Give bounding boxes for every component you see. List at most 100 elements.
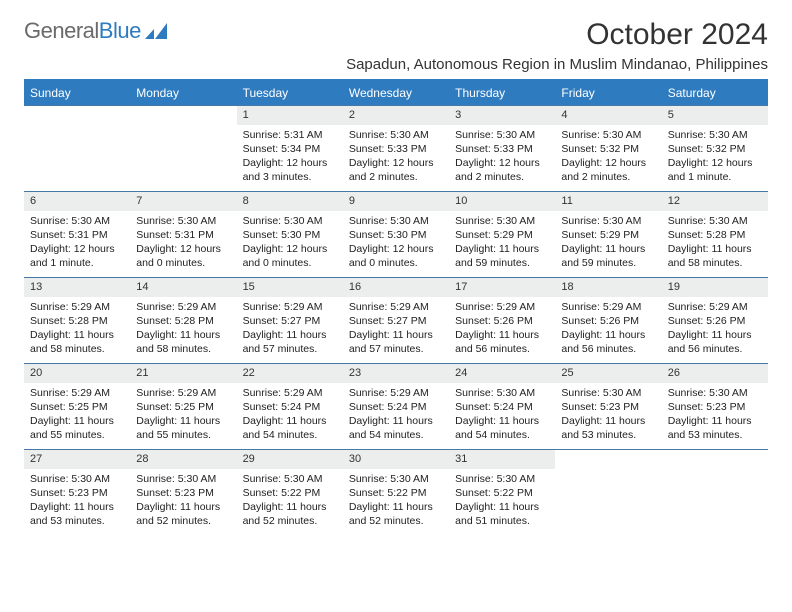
calendar-cell: 4Sunrise: 5:30 AMSunset: 5:32 PMDaylight… — [555, 105, 661, 191]
daylight-line: Daylight: 11 hours and 54 minutes. — [455, 414, 549, 442]
calendar-cell: 26Sunrise: 5:30 AMSunset: 5:23 PMDayligh… — [662, 363, 768, 449]
cell-body: Sunrise: 5:30 AMSunset: 5:23 PMDaylight:… — [24, 469, 130, 534]
day-number: 7 — [130, 192, 236, 211]
sunset-line: Sunset: 5:33 PM — [455, 142, 549, 156]
day-number: 26 — [662, 364, 768, 383]
sunrise-line: Sunrise: 5:30 AM — [136, 472, 230, 486]
calendar-cell: 14Sunrise: 5:29 AMSunset: 5:28 PMDayligh… — [130, 277, 236, 363]
sunrise-line: Sunrise: 5:29 AM — [349, 386, 443, 400]
daylight-line: Daylight: 12 hours and 1 minute. — [30, 242, 124, 270]
sunrise-line: Sunrise: 5:30 AM — [668, 214, 762, 228]
calendar-cell: 20 Sunrise: 5:29 AMSunset: 5:25 PMDayligh… — [24, 363, 130, 449]
day-number: 21 — [130, 364, 236, 383]
logo-text-gray: General — [24, 18, 99, 43]
cell-body: Sunrise: 5:29 AMSunset: 5:27 PMDaylight:… — [237, 297, 343, 362]
logo: GeneralBlue — [24, 18, 167, 44]
sunset-line: Sunset: 5:25 PM — [136, 400, 230, 414]
day-number: 24 — [449, 364, 555, 383]
sunrise-line: Sunrise: 5:29 AM — [136, 386, 230, 400]
sunset-line: Sunset: 5:24 PM — [455, 400, 549, 414]
calendar-cell: 13Sunrise: 5:29 AMSunset: 5:28 PMDayligh… — [24, 277, 130, 363]
sunset-line: Sunset: 5:33 PM — [349, 142, 443, 156]
day-number: 8 — [237, 192, 343, 211]
daylight-line: Daylight: 11 hours and 55 minutes. — [30, 414, 124, 442]
calendar-cell: 28Sunrise: 5:30 AMSunset: 5:23 PMDayligh… — [130, 449, 236, 535]
cell-body: Sunrise: 5:30 AMSunset: 5:31 PMDaylight:… — [24, 211, 130, 276]
sunset-line: Sunset: 5:32 PM — [561, 142, 655, 156]
cell-body: Sunrise: 5:29 AMSunset: 5:27 PMDaylight:… — [343, 297, 449, 362]
sunset-line: Sunset: 5:23 PM — [136, 486, 230, 500]
cell-body: Sunrise: 5:29 AMSunset: 5:24 PMDaylight:… — [237, 383, 343, 448]
calendar-cell: 11 Sunrise: 5:30 AMSunset: 5:29 PMDayligh… — [555, 191, 661, 277]
daylight-line: Daylight: 11 hours and 52 minutes. — [136, 500, 230, 528]
daylight-line: Daylight: 11 hours and 51 minutes. — [455, 500, 549, 528]
daylight-line: Daylight: 11 hours and 53 minutes. — [668, 414, 762, 442]
dow-header: Wednesday — [343, 81, 449, 105]
daylight-line: Daylight: 12 hours and 2 minutes. — [561, 156, 655, 184]
cell-body: Sunrise: 5:30 AMSunset: 5:33 PMDaylight:… — [343, 125, 449, 190]
daylight-line: Daylight: 12 hours and 0 minutes. — [243, 242, 337, 270]
day-number: 17 — [449, 278, 555, 297]
cell-body: Sunrise: 5:29 AMSunset: 5:28 PMDaylight:… — [130, 297, 236, 362]
day-number: 20 — [24, 364, 130, 383]
day-number: 5 — [662, 106, 768, 125]
day-number: 13 — [24, 278, 130, 297]
cell-body: Sunrise: 5:30 AMSunset: 5:22 PMDaylight:… — [237, 469, 343, 534]
day-number: 2 — [343, 106, 449, 125]
sunset-line: Sunset: 5:25 PM — [30, 400, 124, 414]
sunset-line: Sunset: 5:28 PM — [30, 314, 124, 328]
sunset-line: Sunset: 5:29 PM — [455, 228, 549, 242]
sunrise-line: Sunrise: 5:30 AM — [136, 214, 230, 228]
sunset-line: Sunset: 5:29 PM — [561, 228, 655, 242]
sunset-line: Sunset: 5:30 PM — [349, 228, 443, 242]
sunrise-line: Sunrise: 5:29 AM — [30, 386, 124, 400]
sunset-line: Sunset: 5:22 PM — [243, 486, 337, 500]
cell-body: Sunrise: 5:30 AMSunset: 5:23 PMDaylight:… — [555, 383, 661, 448]
sunset-line: Sunset: 5:23 PM — [561, 400, 655, 414]
day-number: 14 — [130, 278, 236, 297]
sunset-line: Sunset: 5:28 PM — [668, 228, 762, 242]
calendar-cell: 18Sunrise: 5:29 AMSunset: 5:26 PMDayligh… — [555, 277, 661, 363]
calendar-cell: 3Sunrise: 5:30 AMSunset: 5:33 PMDaylight… — [449, 105, 555, 191]
day-number: 11 — [555, 192, 661, 211]
sunrise-line: Sunrise: 5:29 AM — [561, 300, 655, 314]
sunset-line: Sunset: 5:23 PM — [30, 486, 124, 500]
cell-body: Sunrise: 5:30 AMSunset: 5:30 PMDaylight:… — [237, 211, 343, 276]
daylight-line: Daylight: 11 hours and 58 minutes. — [136, 328, 230, 356]
sunset-line: Sunset: 5:22 PM — [455, 486, 549, 500]
daylight-line: Daylight: 11 hours and 57 minutes. — [349, 328, 443, 356]
day-number: 16 — [343, 278, 449, 297]
daylight-line: Daylight: 11 hours and 58 minutes. — [30, 328, 124, 356]
sunrise-line: Sunrise: 5:30 AM — [243, 214, 337, 228]
day-number: 1 — [237, 106, 343, 125]
daylight-line: Daylight: 11 hours and 59 minutes. — [561, 242, 655, 270]
daylight-line: Daylight: 12 hours and 1 minute. — [668, 156, 762, 184]
calendar-cell-empty — [555, 449, 661, 535]
cell-body: Sunrise: 5:30 AMSunset: 5:28 PMDaylight:… — [662, 211, 768, 276]
dow-header: Friday — [555, 81, 661, 105]
daylight-line: Daylight: 11 hours and 53 minutes. — [561, 414, 655, 442]
cell-body: Sunrise: 5:29 AMSunset: 5:24 PMDaylight:… — [343, 383, 449, 448]
day-number: 29 — [237, 450, 343, 469]
sunrise-line: Sunrise: 5:30 AM — [561, 214, 655, 228]
calendar-cell: 6Sunrise: 5:30 AMSunset: 5:31 PMDaylight… — [24, 191, 130, 277]
cell-body: Sunrise: 5:30 AMSunset: 5:32 PMDaylight:… — [555, 125, 661, 190]
daylight-line: Daylight: 12 hours and 2 minutes. — [455, 156, 549, 184]
cell-body: Sunrise: 5:30 AMSunset: 5:24 PMDaylight:… — [449, 383, 555, 448]
day-number: 3 — [449, 106, 555, 125]
cell-body: Sunrise: 5:30 AMSunset: 5:22 PMDaylight:… — [343, 469, 449, 534]
cell-body: Sunrise: 5:30 AMSunset: 5:33 PMDaylight:… — [449, 125, 555, 190]
sunrise-line: Sunrise: 5:30 AM — [455, 472, 549, 486]
day-number: 10 — [449, 192, 555, 211]
calendar-cell: 15Sunrise: 5:29 AMSunset: 5:27 PMDayligh… — [237, 277, 343, 363]
day-number: 18 — [555, 278, 661, 297]
sunset-line: Sunset: 5:30 PM — [243, 228, 337, 242]
sunset-line: Sunset: 5:27 PM — [349, 314, 443, 328]
calendar-cell: 2Sunrise: 5:30 AMSunset: 5:33 PMDaylight… — [343, 105, 449, 191]
calendar-cell-empty — [662, 449, 768, 535]
sunset-line: Sunset: 5:24 PM — [243, 400, 337, 414]
header: GeneralBlue October 2024 Sapadun, Autono… — [24, 18, 768, 73]
calendar-cell: 31Sunrise: 5:30 AMSunset: 5:22 PMDayligh… — [449, 449, 555, 535]
daylight-line: Daylight: 12 hours and 2 minutes. — [349, 156, 443, 184]
daylight-line: Daylight: 11 hours and 57 minutes. — [243, 328, 337, 356]
